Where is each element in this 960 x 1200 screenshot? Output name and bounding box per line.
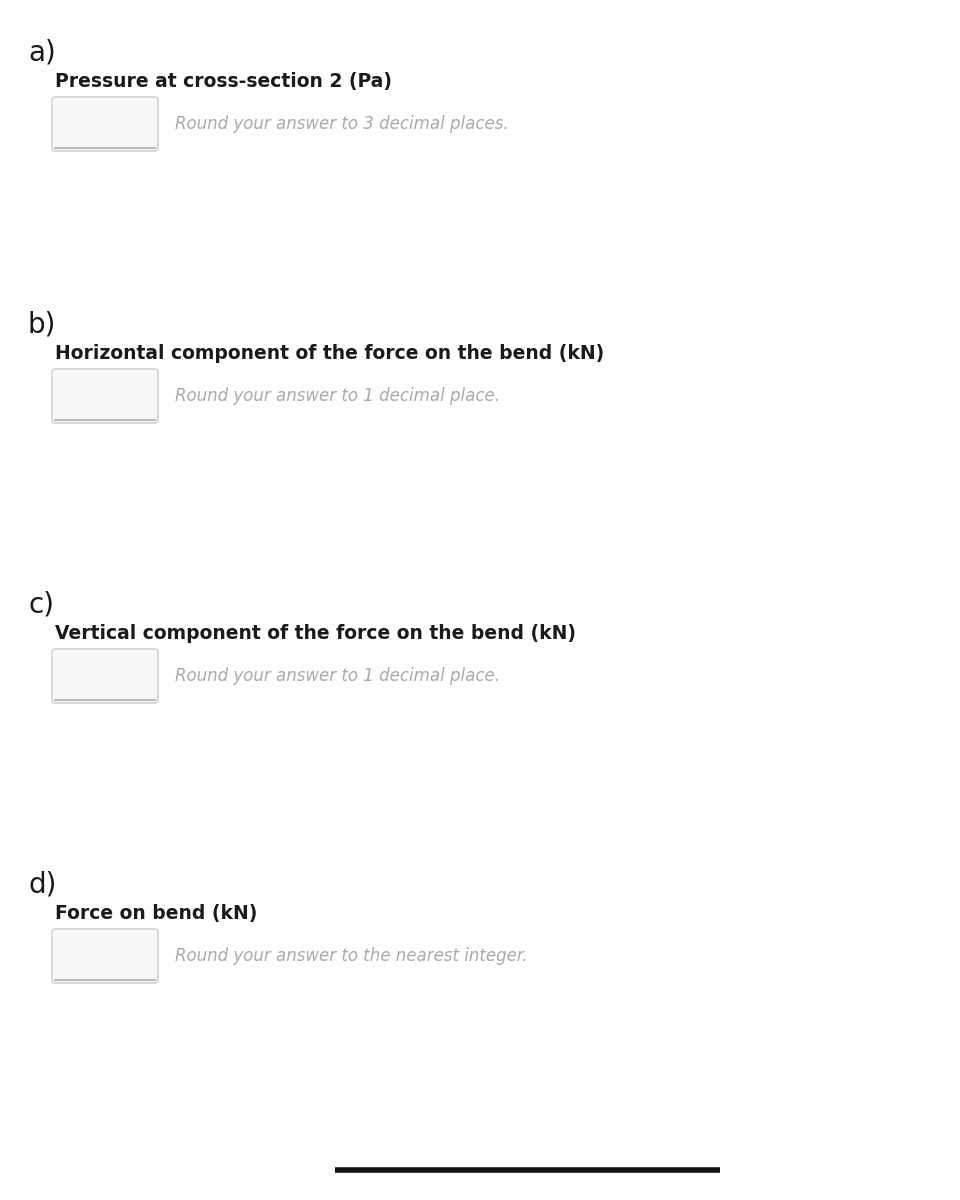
Text: b): b) — [28, 310, 57, 338]
Text: Round your answer to the nearest integer.: Round your answer to the nearest integer… — [175, 947, 527, 965]
FancyBboxPatch shape — [52, 929, 158, 983]
Text: Round your answer to 1 decimal place.: Round your answer to 1 decimal place. — [175, 386, 500, 406]
Text: Force on bend (kN): Force on bend (kN) — [55, 904, 257, 923]
Text: Pressure at cross-section 2 (Pa): Pressure at cross-section 2 (Pa) — [55, 72, 392, 91]
Text: c): c) — [28, 590, 54, 618]
FancyBboxPatch shape — [52, 97, 158, 151]
Text: Round your answer to 3 decimal places.: Round your answer to 3 decimal places. — [175, 115, 509, 133]
FancyBboxPatch shape — [52, 370, 158, 422]
Text: Round your answer to 1 decimal place.: Round your answer to 1 decimal place. — [175, 667, 500, 685]
Text: Horizontal component of the force on the bend (kN): Horizontal component of the force on the… — [55, 344, 604, 362]
Text: d): d) — [28, 870, 57, 898]
Text: a): a) — [28, 38, 56, 66]
FancyBboxPatch shape — [52, 649, 158, 703]
Text: Vertical component of the force on the bend (kN): Vertical component of the force on the b… — [55, 624, 576, 643]
